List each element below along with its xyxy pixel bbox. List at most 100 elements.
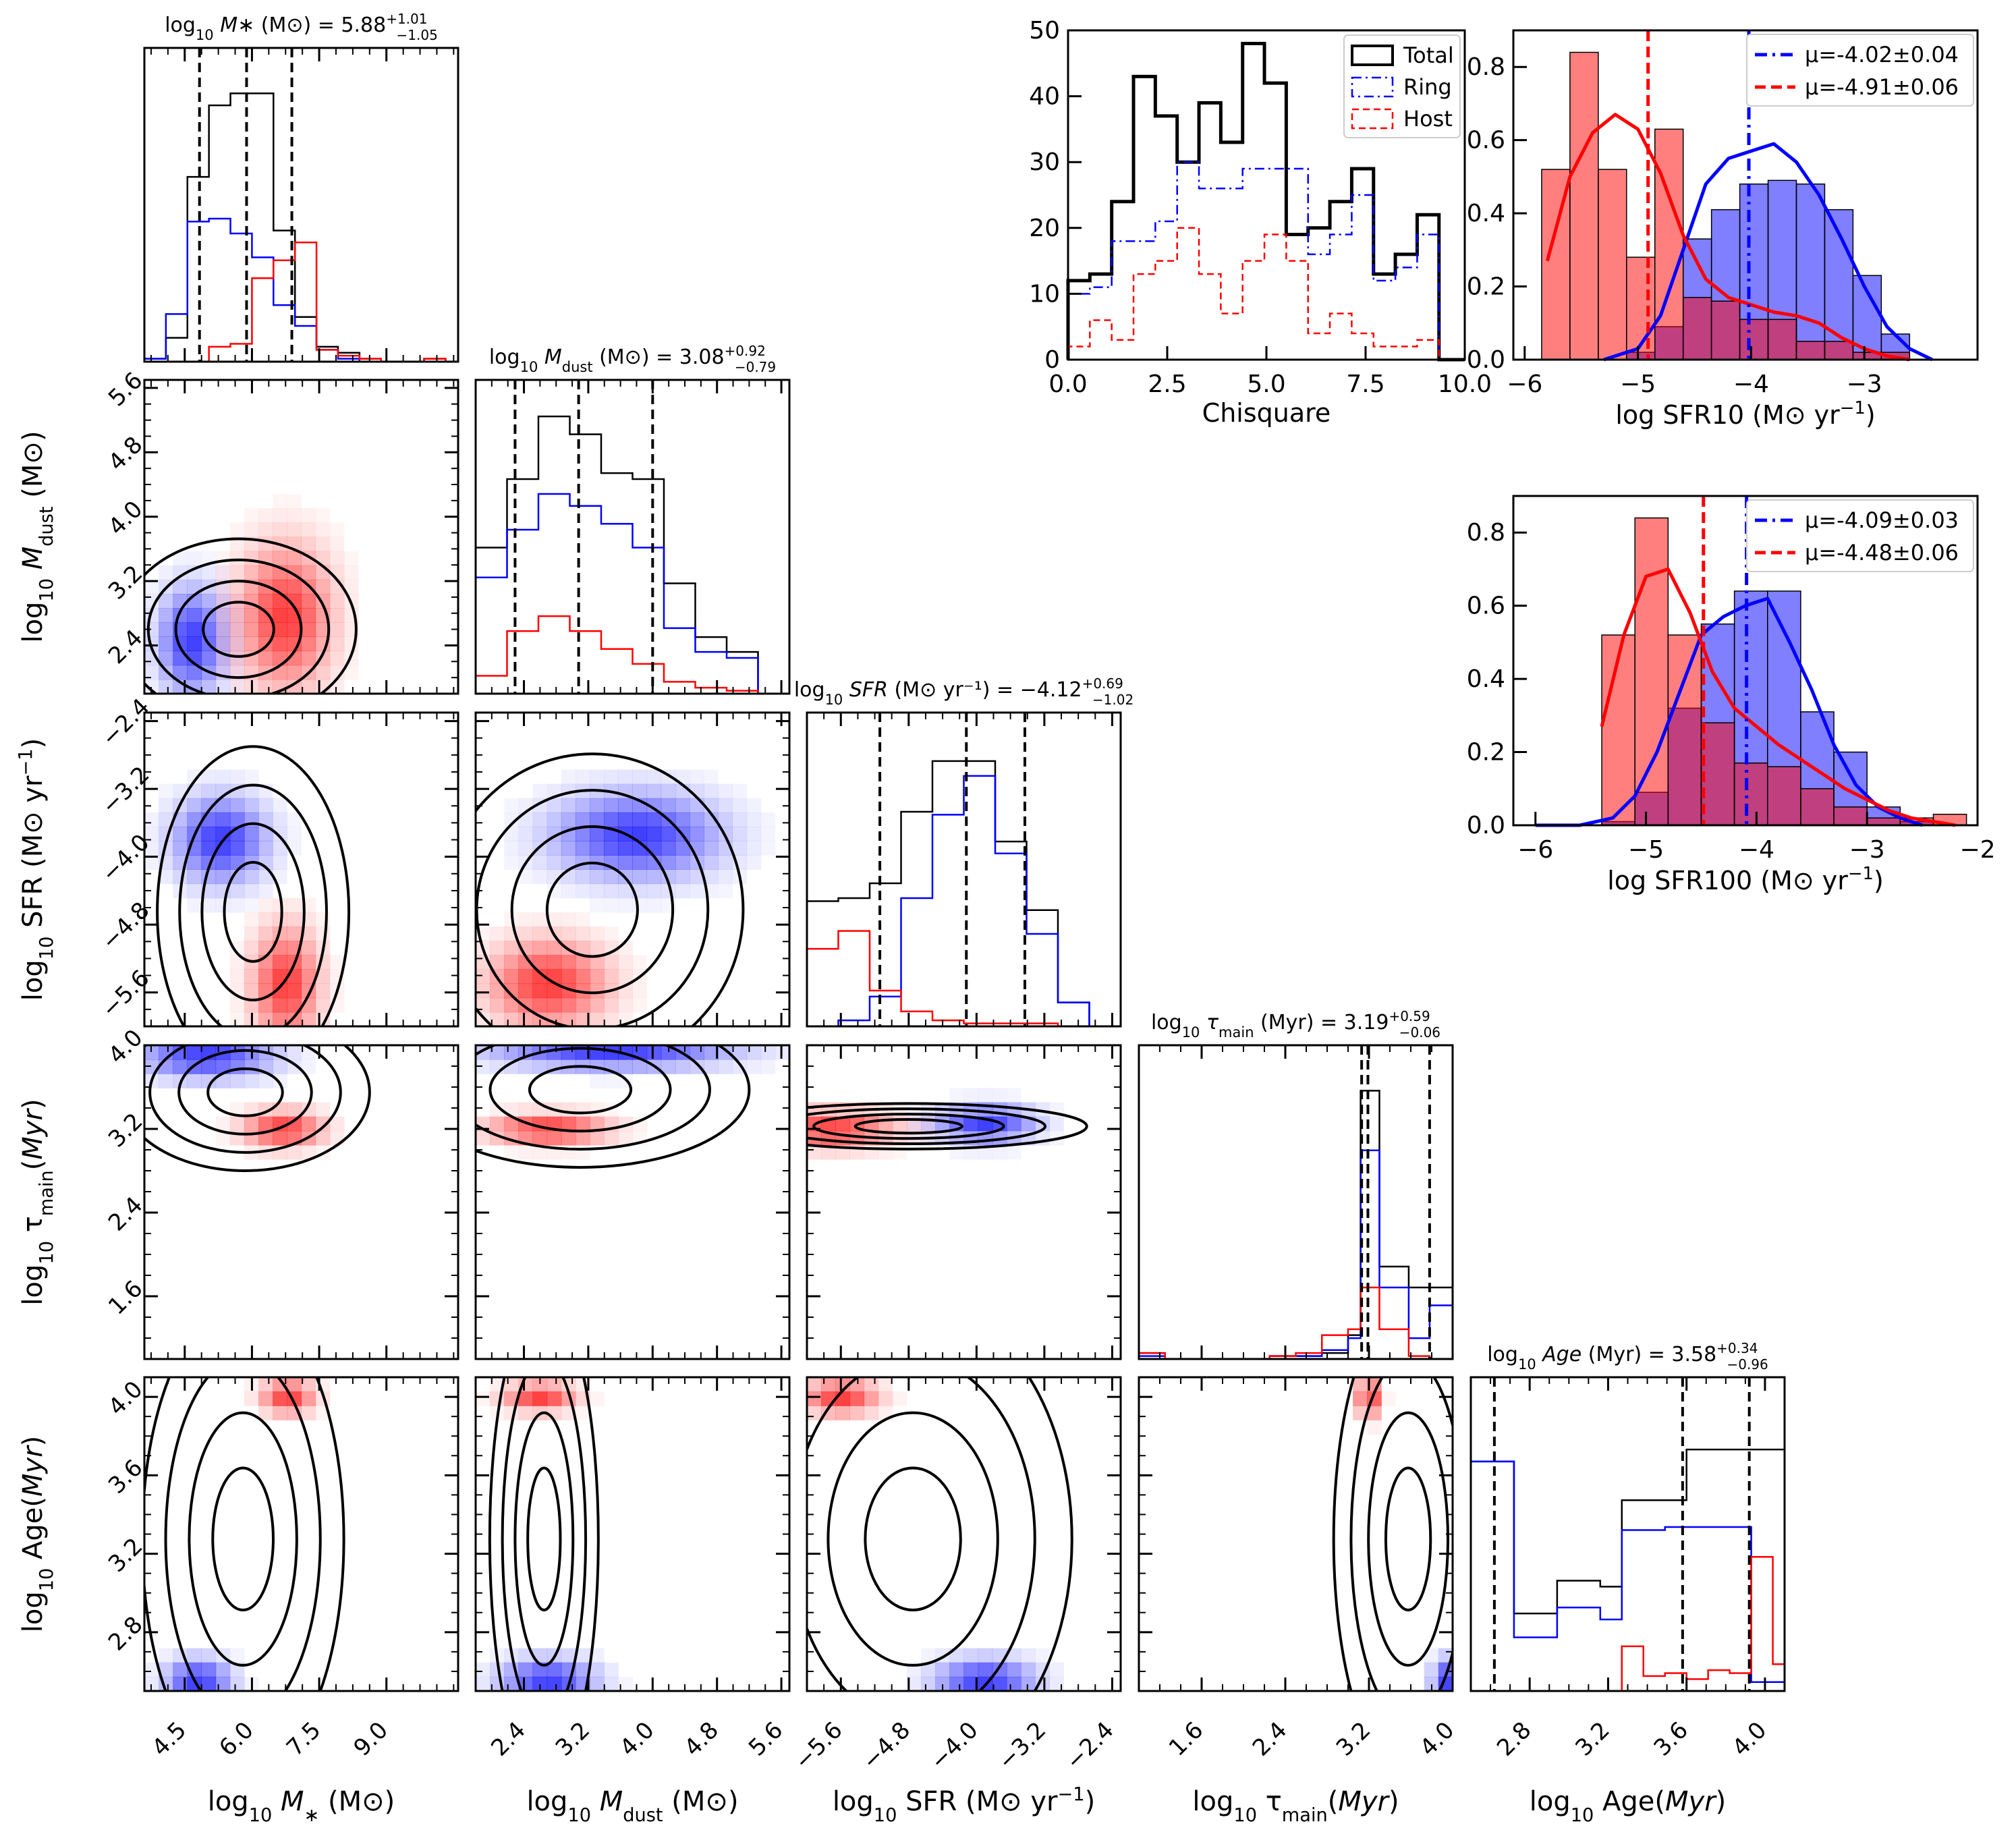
host-density-cell xyxy=(575,955,590,970)
host-density-cell xyxy=(229,1102,245,1117)
x-tick-label: 3.2 xyxy=(551,1717,596,1762)
ring-density-cell xyxy=(258,798,273,813)
hist-tau-ring-step xyxy=(1138,1149,1453,1360)
host-density-cell xyxy=(215,622,231,637)
host-density-cell xyxy=(244,1391,259,1406)
ring-density-cell xyxy=(273,1059,287,1074)
host-density-cell xyxy=(807,1391,822,1406)
panel-mdust-sfr-frame xyxy=(474,711,791,1028)
ring-density-cell xyxy=(646,812,662,827)
ring-density-cell xyxy=(229,841,245,856)
panel-mstar-mdust-frame xyxy=(143,379,459,695)
panel-mdust-age-contour xyxy=(526,1466,562,1612)
host-density-cell xyxy=(287,551,302,566)
ring-density-cell xyxy=(604,769,619,785)
ring-density-cell xyxy=(229,622,245,637)
host-density-cell xyxy=(258,912,273,927)
host-density-cell xyxy=(215,565,231,580)
ring-density-cell xyxy=(704,841,719,856)
host-density-cell xyxy=(532,912,548,927)
ring-density-cell xyxy=(704,869,719,885)
host-density-cell xyxy=(244,969,259,985)
host-density-cell xyxy=(287,983,302,999)
host-density-cell xyxy=(273,969,287,985)
host-density-cell xyxy=(229,565,245,580)
ring-density-cell xyxy=(215,1676,231,1692)
ring-density-cell xyxy=(618,1059,633,1074)
host-density-cell xyxy=(590,926,605,941)
host-density-cell xyxy=(590,1391,605,1406)
ring-density-cell xyxy=(1049,1662,1064,1678)
host-density-cell xyxy=(547,941,562,955)
host-density-cell xyxy=(490,1011,505,1027)
ring-density-cell xyxy=(935,1116,950,1132)
ring-density-cell xyxy=(173,827,188,841)
ring-density-cell xyxy=(201,622,217,637)
host-density-cell xyxy=(229,941,245,955)
host-density-cell xyxy=(878,1144,893,1160)
ring-density-cell xyxy=(244,769,259,785)
host-density-cell xyxy=(575,1116,590,1132)
ring-density-cell xyxy=(690,883,704,899)
host-density-cell xyxy=(287,1011,302,1027)
ring-density-cell xyxy=(646,783,662,799)
chisq-host-step xyxy=(1067,227,1465,361)
host-density-cell xyxy=(229,636,245,652)
host-density-cell xyxy=(561,1144,576,1160)
ring-density-cell xyxy=(675,841,690,856)
ring-density-cell xyxy=(532,812,548,827)
chisq-ring-step xyxy=(1067,161,1465,361)
ring-density-cell xyxy=(690,812,704,827)
host-density-cell xyxy=(301,969,316,985)
x-tick-label: −5.6 xyxy=(789,1717,848,1775)
ring-density-cell xyxy=(675,1059,690,1074)
host-density-cell xyxy=(604,997,619,1013)
host-density-cell xyxy=(329,636,345,652)
chisq-x-tick-label: 10.0 xyxy=(1438,370,1492,398)
host-density-cell xyxy=(287,494,302,509)
host-density-cell xyxy=(561,1102,576,1117)
host-density-cell xyxy=(575,1406,590,1420)
y-tick-label: 4.0 xyxy=(103,496,148,541)
host-density-cell xyxy=(835,1406,850,1420)
host-density-cell xyxy=(590,983,605,999)
host-density-cell xyxy=(287,1144,302,1160)
ring-density-cell xyxy=(1424,1648,1439,1663)
host-density-cell xyxy=(229,622,245,637)
sfr10-host-bar xyxy=(1767,318,1797,360)
ring-density-cell xyxy=(504,827,519,841)
chisq-legend-label: Host xyxy=(1403,106,1453,132)
host-density-cell xyxy=(518,1102,534,1117)
ring-density-cell xyxy=(575,841,590,856)
panel-tau-age-contour xyxy=(1384,1466,1432,1612)
host-density-cell xyxy=(329,594,345,609)
host-density-cell xyxy=(273,1102,287,1117)
ring-density-cell xyxy=(575,812,590,827)
sfr100-legend-label: μ=-4.48±0.06 xyxy=(1805,540,1959,565)
panel-mdust-tau-frame xyxy=(474,1044,791,1360)
ring-density-cell xyxy=(201,1662,217,1678)
hist-age-frame xyxy=(1469,1376,1786,1692)
ring-density-cell xyxy=(173,1059,188,1074)
y-tick-label: 2.4 xyxy=(103,624,148,669)
panel-mstar-mdust-contour xyxy=(174,580,303,680)
host-density-cell xyxy=(244,997,259,1013)
host-density-cell xyxy=(258,608,273,623)
ring-density-cell xyxy=(921,1662,936,1678)
ring-density-cell xyxy=(718,884,733,899)
ring-density-cell xyxy=(532,783,548,799)
host-density-cell xyxy=(229,608,245,623)
host-density-cell xyxy=(532,955,548,970)
ring-density-cell xyxy=(575,1662,590,1678)
host-density-cell xyxy=(518,1391,534,1406)
ring-density-cell xyxy=(978,1648,993,1663)
ring-density-cell xyxy=(258,812,273,827)
host-density-cell xyxy=(532,983,548,999)
x-tick-label: 6.0 xyxy=(214,1717,259,1762)
panel-mdust-sfr-contour xyxy=(510,825,675,995)
ring-density-cell xyxy=(1049,1676,1064,1692)
panel-mstar-sfr-density xyxy=(144,769,345,1027)
host-density-cell xyxy=(329,622,345,637)
ring-density-cell xyxy=(187,551,202,566)
corner-x-axis-label: log10 M∗ (M⊙) xyxy=(208,1786,395,1826)
